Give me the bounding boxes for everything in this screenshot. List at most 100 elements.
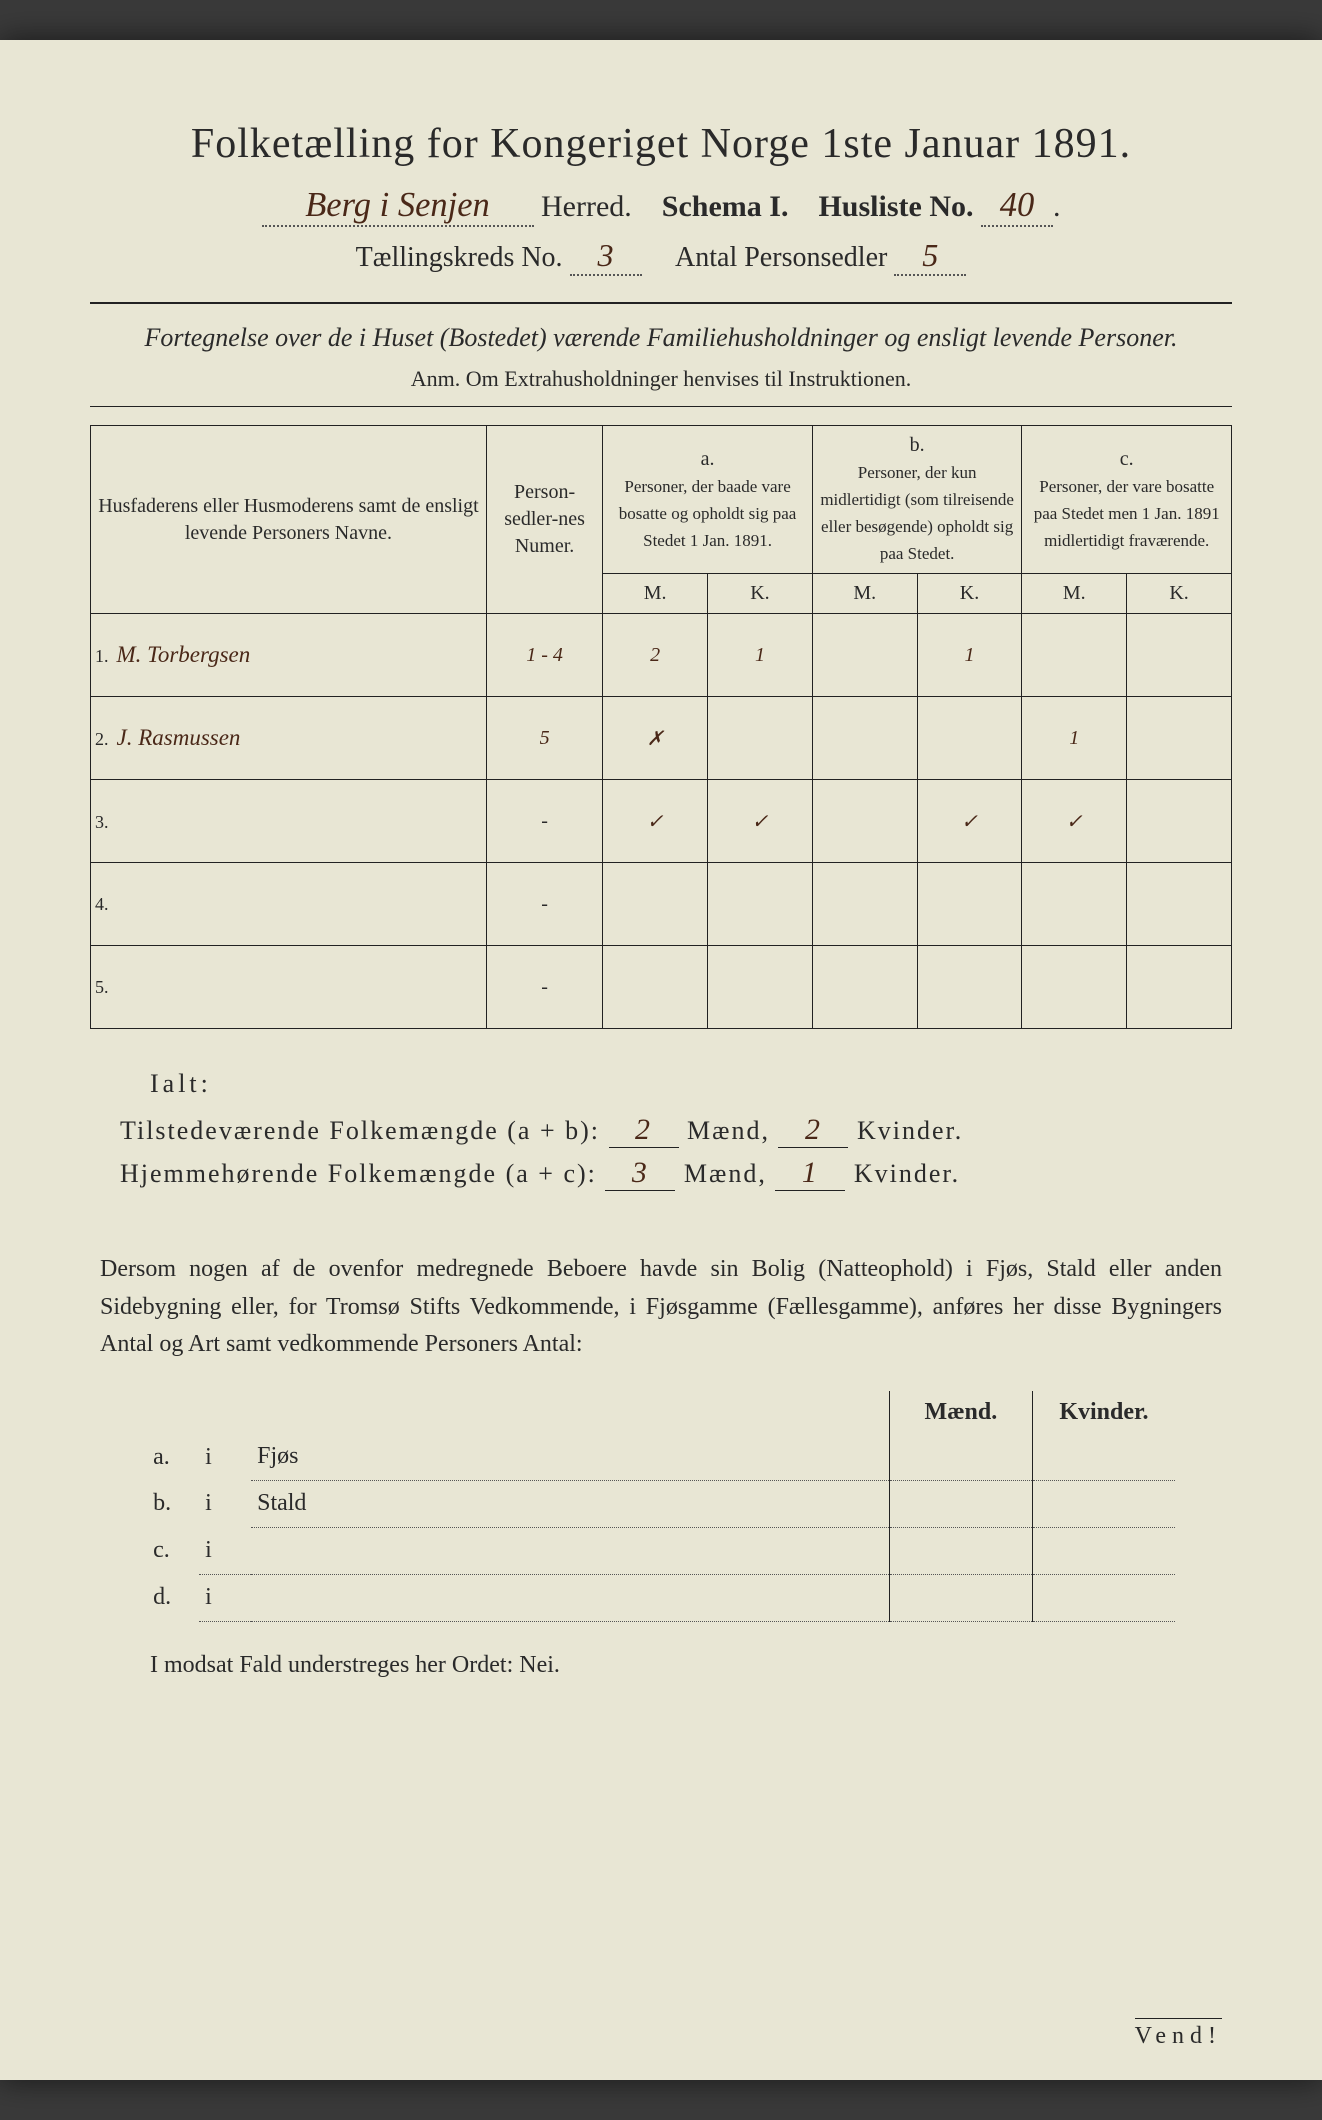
col-c-m: M. (1022, 574, 1127, 614)
personsedler-label: Antal Personsedler (675, 242, 887, 273)
col-a-label: a. (701, 448, 715, 470)
subtitle: Fortegnelse over de i Huset (Bostedet) v… (90, 320, 1232, 356)
hjem-label: Hjemmehørende Folkemængde (a + c): (120, 1159, 597, 1188)
col-b-k: K. (917, 574, 1022, 614)
cell-bk (917, 697, 1022, 780)
cell-num: - (486, 863, 602, 946)
cell-ak: 1 (708, 614, 813, 697)
maend-label: Mænd, (684, 1159, 767, 1188)
col-a-header: a. Personer, der baade vare bosatte og o… (603, 426, 813, 574)
cell-num: 1 - 4 (486, 614, 602, 697)
side-kvinder-header: Kvinder. (1032, 1391, 1175, 1434)
husliste-label: Husliste No. (818, 190, 973, 223)
sum-hjemmehoerende: Hjemmehørende Folkemængde (a + c): 3 Mæn… (120, 1156, 1232, 1191)
anm-note: Anm. Om Extrahusholdninger henvises til … (90, 366, 1232, 392)
sum-tilstedevaerende: Tilstedeværende Folkemængde (a + b): 2 M… (120, 1113, 1232, 1148)
cell-bm (812, 780, 917, 863)
side-row-type: Fjøs (251, 1434, 889, 1481)
cell-num: - (486, 780, 602, 863)
col-b-m: M. (812, 574, 917, 614)
cell-am (603, 863, 708, 946)
table-row: 3. - ✓ ✓ ✓ ✓ (91, 780, 1232, 863)
col-c-header: c. Personer, der vare bosatte paa Stedet… (1022, 426, 1232, 574)
col-a-m: M. (603, 574, 708, 614)
col-b-header: b. Personer, der kun midlertidigt (som t… (812, 426, 1022, 574)
side-row-i: i (199, 1434, 251, 1481)
kreds-no: 3 (570, 237, 642, 276)
side-row-letter: b. (147, 1480, 199, 1527)
tilst-k: 2 (778, 1113, 848, 1148)
col-num-header: Person-sedler-nes Numer. (486, 426, 602, 614)
cell-bm (812, 614, 917, 697)
col-c-k: K. (1127, 574, 1232, 614)
col-a-k: K. (708, 574, 813, 614)
side-row-letter: a. (147, 1434, 199, 1481)
main-table: Husfaderens eller Husmoderens samt de en… (90, 425, 1232, 1029)
col-c-label: c. (1120, 448, 1134, 470)
schema-label: Schema I. (662, 190, 789, 223)
cell-cm (1022, 863, 1127, 946)
side-row-i: i (199, 1574, 889, 1621)
cell-am: ✓ (603, 780, 708, 863)
table-row: 2.J. Rasmussen 5 ✗ 1 (91, 697, 1232, 780)
census-form-page: Folketælling for Kongeriget Norge 1ste J… (0, 40, 1322, 2080)
cell-cm: 1 (1022, 697, 1127, 780)
nei-line: I modsat Fald understreges her Ordet: Ne… (150, 1652, 1232, 1679)
side-row: d. i (147, 1574, 1175, 1621)
row-name: J. Rasmussen (117, 725, 241, 750)
col-c-text: Personer, der vare bosatte paa Stedet me… (1034, 477, 1220, 550)
row-num: 4. (95, 894, 117, 914)
side-row-letter: c. (147, 1527, 199, 1574)
side-row-m (889, 1527, 1032, 1574)
cell-ak (708, 946, 813, 1029)
kvinder-label: Kvinder. (854, 1159, 960, 1188)
col-name-header: Husfaderens eller Husmoderens samt de en… (91, 426, 487, 614)
side-row: b. i Stald (147, 1480, 1175, 1527)
cell-bk (917, 863, 1022, 946)
row-num: 3. (95, 812, 117, 832)
cell-cm (1022, 946, 1127, 1029)
col-b-text: Personer, der kun midlertidigt (som tilr… (820, 463, 1014, 563)
cell-bm (812, 863, 917, 946)
cell-bk (917, 946, 1022, 1029)
herred-label: Herred. (541, 190, 632, 223)
side-row-k (1032, 1574, 1175, 1621)
side-row-k (1032, 1527, 1175, 1574)
personsedler-no: 5 (894, 237, 966, 276)
side-row-m (889, 1574, 1032, 1621)
cell-ck (1127, 863, 1232, 946)
row-num: 5. (95, 977, 117, 997)
col-b-label: b. (910, 434, 925, 456)
side-row-type: Stald (251, 1480, 889, 1527)
cell-num: - (486, 946, 602, 1029)
side-row-m (889, 1434, 1032, 1481)
side-row-k (1032, 1480, 1175, 1527)
side-row-letter: d. (147, 1574, 199, 1621)
page-title: Folketælling for Kongeriget Norge 1ste J… (90, 120, 1232, 168)
header-line-2: Tællingskreds No. 3 Antal Personsedler 5 (90, 237, 1232, 276)
row-num: 2. (95, 729, 117, 749)
table-row: 4. - (91, 863, 1232, 946)
cell-bk: ✓ (917, 780, 1022, 863)
side-row-i: i (199, 1480, 251, 1527)
cell-bm (812, 946, 917, 1029)
col-a-text: Personer, der baade vare bosatte og opho… (619, 477, 797, 550)
cell-am (603, 946, 708, 1029)
tilst-label: Tilstedeværende Folkemængde (a + b): (120, 1116, 600, 1145)
header-line-1: Berg i Senjen Herred. Schema I. Husliste… (90, 186, 1232, 227)
cell-bk: 1 (917, 614, 1022, 697)
divider-thin (90, 406, 1232, 407)
side-building-table: Mænd. Kvinder. a. i Fjøs b. i Stald c. i… (147, 1391, 1175, 1622)
tilst-m: 2 (609, 1113, 679, 1148)
ialt-label: Ialt: (150, 1069, 1232, 1099)
cell-am: 2 (603, 614, 708, 697)
hjem-k: 1 (775, 1156, 845, 1191)
table-row: 1.M. Torbergsen 1 - 4 2 1 1 (91, 614, 1232, 697)
cell-ck (1127, 697, 1232, 780)
kreds-label: Tællingskreds No. (356, 242, 563, 273)
cell-bm (812, 697, 917, 780)
cell-num: 5 (486, 697, 602, 780)
side-row-k (1032, 1434, 1175, 1481)
cell-cm (1022, 614, 1127, 697)
cell-ck (1127, 614, 1232, 697)
